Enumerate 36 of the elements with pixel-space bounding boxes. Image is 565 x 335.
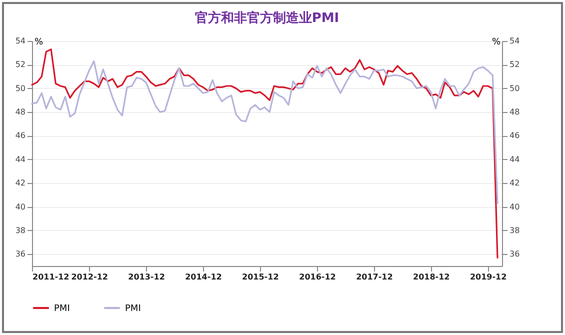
legend-label: PMI — [125, 304, 141, 314]
x-tick-label: 2015-12 — [242, 272, 279, 282]
y2-tick-label: 50 — [510, 84, 520, 93]
x-tick-label: 2019-12 — [470, 272, 507, 282]
line-series — [31, 48, 498, 259]
y-tick-label: 52 — [15, 60, 26, 70]
y-tick-label: 42 — [15, 178, 26, 188]
y-tick-label: 48 — [15, 108, 26, 117]
y2-tick-label: 48 — [510, 108, 520, 117]
x-tick-label: 2017-12 — [356, 272, 393, 282]
line-series — [31, 60, 498, 204]
x-tick-label: 2011-12 — [32, 272, 70, 282]
x-tick-label: 2018-12 — [413, 272, 450, 282]
y2-tick-label: 46 — [510, 131, 520, 140]
y-tick-label: 38 — [15, 226, 26, 235]
y-tick-label: 40 — [15, 202, 26, 212]
chart-title: 官方和非官方制造业PMI — [194, 10, 340, 26]
y2-tick-label: 52 — [510, 60, 520, 70]
y2-tick-label: 36 — [510, 250, 520, 259]
legend-label: PMI — [54, 304, 70, 314]
y-tick-label: 36 — [15, 250, 26, 259]
x-tick-label: 2012-12 — [71, 272, 108, 282]
y2-tick-label: 44 — [510, 154, 520, 164]
y2-tick-label: 38 — [510, 226, 520, 235]
y-tick-label: 50 — [15, 84, 26, 93]
x-tick-label: 2016-12 — [299, 272, 336, 282]
y-tick-label: 46 — [15, 131, 26, 140]
y-tick-label: 54 — [15, 36, 26, 46]
y2-tick-label: 40 — [510, 202, 520, 212]
y-tick-label: 44 — [15, 154, 26, 164]
x-tick-label: 2013-12 — [128, 272, 165, 282]
y2-tick-label: 54 — [510, 36, 520, 46]
x-tick-label: 2014-12 — [185, 272, 222, 282]
y-axis-title: % — [34, 38, 44, 48]
y2-axis-title: % — [492, 38, 501, 48]
y2-tick-label: 42 — [510, 178, 520, 188]
